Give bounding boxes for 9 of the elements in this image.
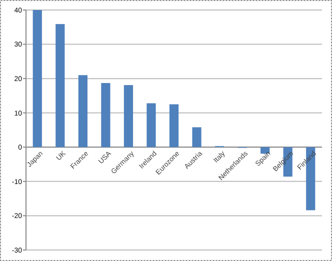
bar [56,24,65,148]
bar [101,83,110,148]
bar [192,127,202,148]
bar [169,104,179,148]
bar [78,75,88,148]
bar [32,10,42,148]
bar [124,85,134,148]
bar [146,103,156,148]
bar [260,147,270,154]
